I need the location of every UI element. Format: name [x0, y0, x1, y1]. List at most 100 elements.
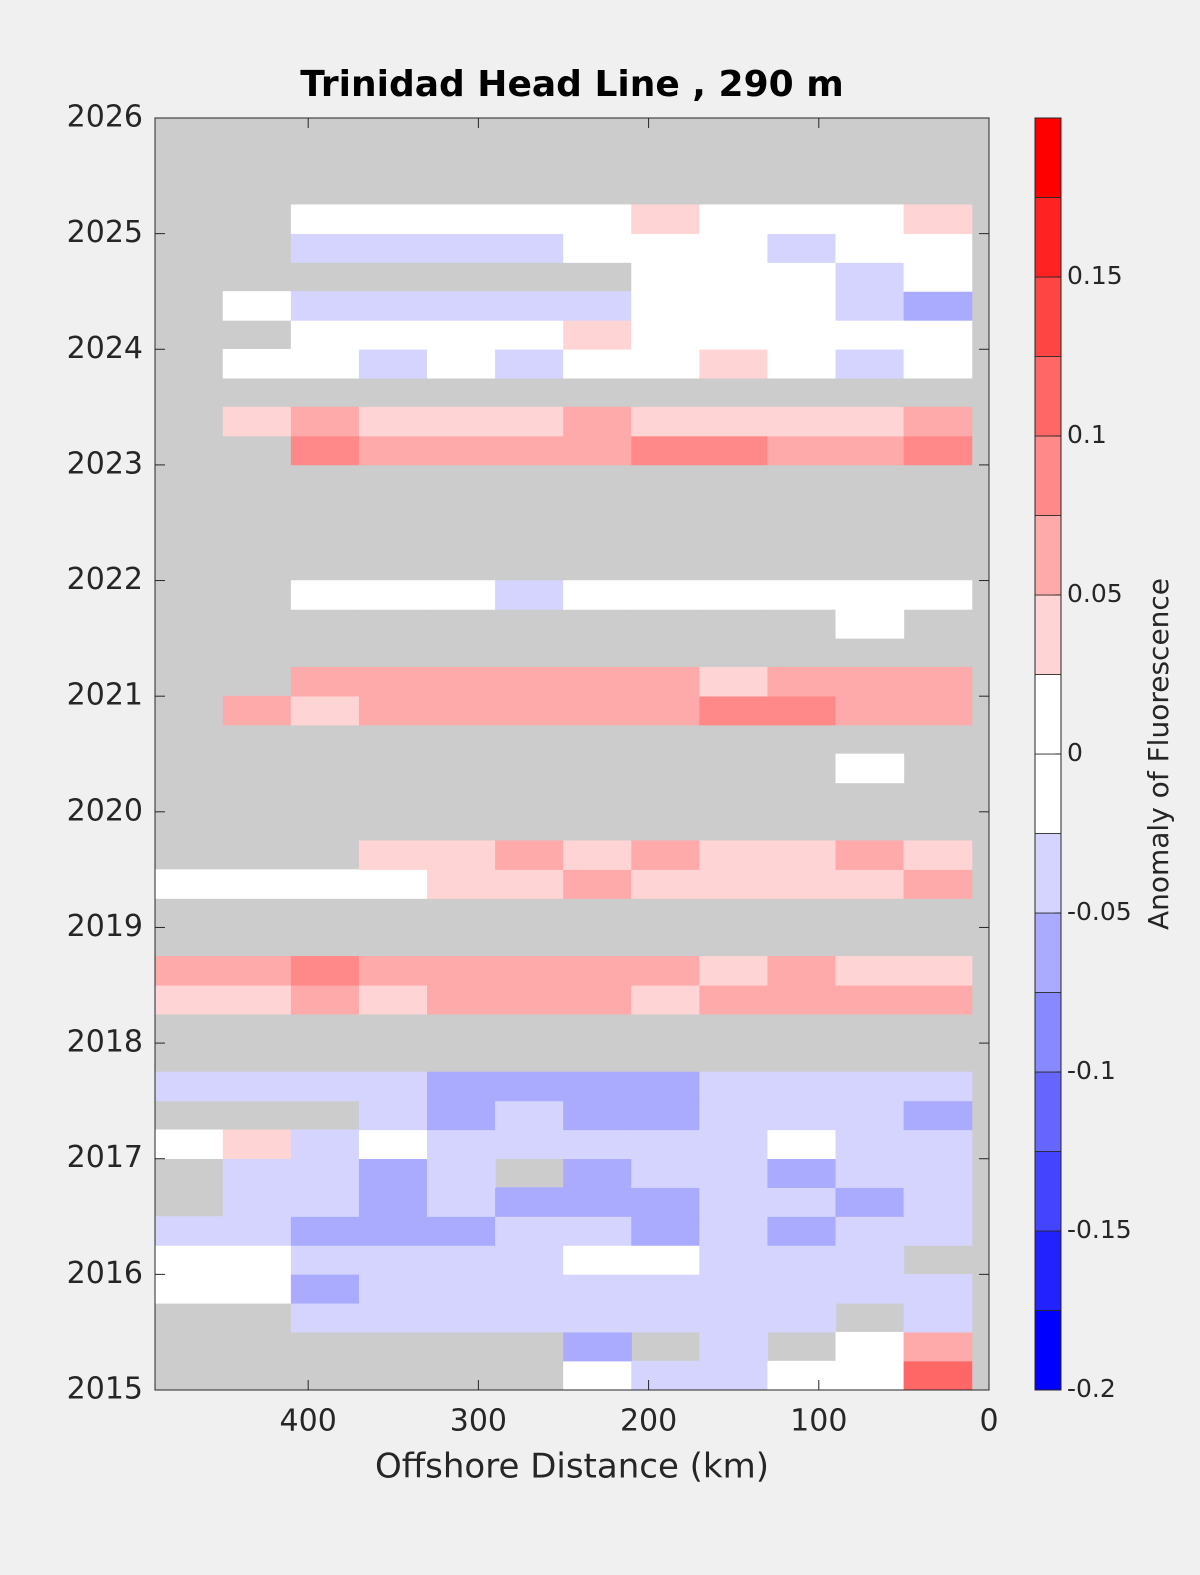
- heatmap-cell: [290, 1129, 360, 1160]
- colorbar-bin: [1034, 1310, 1062, 1391]
- heatmap-cell: [290, 666, 360, 697]
- heatmap-cell: [563, 1100, 632, 1131]
- heatmap-cell: [563, 1360, 632, 1391]
- colorbar-bin: [1034, 117, 1062, 198]
- heatmap-cell: [495, 1100, 564, 1131]
- heatmap-cell: [903, 320, 973, 350]
- heatmap-cell: [222, 1216, 292, 1246]
- heatmap-cell: [903, 1302, 973, 1333]
- y-tick-label: 2025: [67, 215, 143, 250]
- heatmap-cell: [222, 1245, 292, 1275]
- heatmap-cell: [495, 1216, 564, 1246]
- heatmap-cell: [290, 1245, 360, 1275]
- heatmap-cell: [427, 1302, 496, 1333]
- heatmap-cell: [358, 695, 428, 726]
- heatmap-cell: [699, 1129, 769, 1160]
- heatmap-cell: [903, 291, 973, 321]
- heatmap-cell: [222, 1071, 292, 1102]
- heatmap-cell: [358, 1245, 428, 1275]
- heatmap-cell: [631, 291, 700, 321]
- heatmap-cell: [631, 666, 700, 697]
- heatmap-cell: [358, 1187, 428, 1217]
- heatmap-cell: [767, 406, 837, 437]
- heatmap-cell: [699, 580, 769, 610]
- heatmap-cell: [699, 1360, 769, 1391]
- heatmap-cell: [222, 406, 292, 437]
- heatmap-cell: [767, 262, 837, 292]
- heatmap-cell: [903, 1071, 973, 1102]
- heatmap-cell: [903, 956, 973, 986]
- heatmap-cell: [903, 1216, 973, 1246]
- heatmap-cell: [767, 1100, 837, 1131]
- heatmap-cell: [631, 869, 700, 899]
- heatmap-cell: [767, 204, 837, 234]
- colorbar-bin: [1034, 992, 1062, 1073]
- heatmap-cell: [358, 348, 428, 379]
- heatmap-cell: [835, 435, 905, 466]
- heatmap-cell: [699, 869, 769, 899]
- heatmap-cell: [563, 1129, 632, 1160]
- heatmap-cell: [903, 1360, 973, 1391]
- heatmap-cell: [427, 406, 496, 437]
- heatmap-cell: [835, 956, 905, 986]
- heatmap-cell: [358, 406, 428, 437]
- heatmap-cell: [290, 1071, 360, 1102]
- heatmap-cell: [358, 1129, 428, 1160]
- heatmap-cell: [563, 840, 632, 870]
- heatmap-cell: [835, 320, 905, 350]
- heatmap-cell: [631, 406, 700, 437]
- heatmap-cell: [903, 262, 973, 292]
- colorbar-tick-label: 0: [1067, 738, 1083, 767]
- heatmap-cell: [767, 580, 837, 610]
- heatmap-cell: [358, 1100, 428, 1131]
- heatmap-cell: [835, 1360, 905, 1391]
- colorbar-bin: [1034, 674, 1062, 755]
- heatmap-cell: [767, 233, 837, 263]
- heatmap-cell: [563, 435, 632, 466]
- heatmap-cell: [358, 869, 428, 899]
- heatmap-cell: [767, 1216, 837, 1246]
- heatmap-cell: [427, 984, 496, 1015]
- heatmap-cell: [290, 406, 360, 437]
- heatmap-cell: [767, 1274, 837, 1304]
- heatmap-cell: [358, 666, 428, 697]
- heatmap-cell: [631, 1274, 700, 1304]
- heatmap-cell: [835, 1071, 905, 1102]
- heatmap-cell: [222, 1187, 292, 1217]
- heatmap-cell: [835, 840, 905, 870]
- heatmap-cell: [563, 1331, 632, 1362]
- heatmap-cell: [495, 233, 564, 263]
- heatmap-cell: [290, 348, 360, 379]
- heatmap-cell: [495, 1187, 564, 1217]
- heatmap-cell: [427, 1245, 496, 1275]
- heatmap-cell: [290, 1274, 360, 1304]
- heatmap-cell: [699, 406, 769, 437]
- heatmap-cell: [222, 984, 292, 1015]
- heatmap-cell: [290, 869, 360, 899]
- heatmap-cell: [835, 406, 905, 437]
- heatmap-cell: [290, 984, 360, 1015]
- heatmap-cell: [427, 291, 496, 321]
- heatmap-cell: [563, 869, 632, 899]
- x-tick-label: 300: [450, 1404, 507, 1439]
- heatmap-cell: [835, 753, 905, 784]
- heatmap-cell: [699, 984, 769, 1015]
- heatmap-cell: [767, 869, 837, 899]
- heatmap-cell: [631, 204, 700, 234]
- heatmap-cell: [699, 262, 769, 292]
- heatmap-cell: [835, 233, 905, 263]
- heatmap-cell: [563, 1216, 632, 1246]
- heatmap-cell: [631, 1071, 700, 1102]
- heatmap-cell: [903, 580, 973, 610]
- heatmap-cell: [427, 1158, 496, 1188]
- heatmap-cell: [495, 1071, 564, 1102]
- heatmap-cell: [631, 1100, 700, 1131]
- heatmap-cell: [631, 1245, 700, 1275]
- heatmap-cell: [835, 1331, 905, 1362]
- heatmap-cell: [222, 956, 292, 986]
- heatmap-cell: [767, 291, 837, 321]
- heatmap-cell: [835, 1129, 905, 1160]
- heatmap-cell: [427, 695, 496, 726]
- heatmap-cell: [767, 1158, 837, 1188]
